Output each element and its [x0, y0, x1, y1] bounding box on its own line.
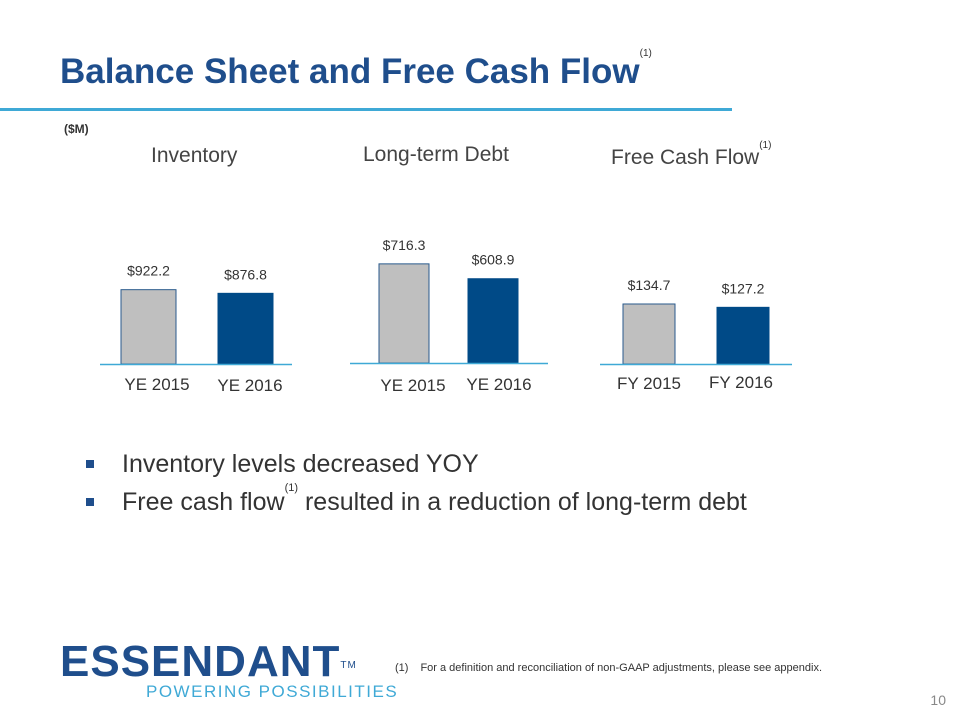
bullet-item: Free cash flow(1) resulted in a reductio… — [86, 482, 747, 524]
bar-ye-2016 — [217, 292, 274, 365]
bullet-footnote-ref: (1) — [284, 482, 299, 494]
bar-chart-0: $922.2 YE 2015 $876.8 YE 2016 — [100, 263, 292, 395]
chart-title-long-term-debt: Long-term Debt — [363, 143, 509, 167]
bar-value-label: $876.8 — [224, 266, 267, 282]
bullet-item: Inventory levels decreased YOY — [86, 448, 747, 486]
logo-trademark: TM — [340, 660, 357, 671]
bar-value-label: $608.9 — [472, 252, 515, 268]
bar-ye-2015 — [120, 289, 177, 365]
category-label: FY 2016 — [709, 373, 773, 392]
bar-chart-2: $134.7 FY 2015 $127.2 FY 2016 — [600, 277, 792, 393]
bar-chart-1: $716.3 YE 2015 $608.9 YE 2016 — [350, 237, 548, 395]
category-label: FY 2015 — [617, 374, 681, 393]
bullet-square-icon — [86, 460, 94, 468]
chart-title-inventory: Inventory — [151, 144, 237, 168]
bullet-list: Inventory levels decreased YOY Free cash… — [86, 448, 747, 524]
category-label: YE 2015 — [380, 376, 445, 395]
bar-value-label: $134.7 — [628, 277, 671, 293]
bar-ye-2015 — [378, 263, 430, 364]
bar-ye-2016 — [467, 278, 519, 364]
slide-title: Balance Sheet and Free Cash Flow(1) — [60, 48, 652, 92]
chart-title-free-cash-flow-footnote-ref: (1) — [759, 140, 772, 151]
units-label: ($M) — [64, 122, 89, 136]
footnote: (1) For a definition and reconciliation o… — [395, 662, 822, 674]
bar-value-label: $127.2 — [722, 280, 765, 296]
bar-fy-2015 — [622, 303, 676, 365]
company-logo: ESSENDANTTM POWERING POSSIBILITIES — [60, 640, 398, 702]
title-underline — [0, 108, 732, 111]
bar-fy-2016 — [716, 306, 770, 365]
slide-title-text: Balance Sheet and Free Cash Flow — [60, 52, 640, 91]
bar-value-label: $716.3 — [383, 237, 426, 253]
footnote-text: For a definition and reconciliation of n… — [420, 662, 822, 674]
category-label: YE 2016 — [466, 375, 531, 394]
chart-title-long-term-debt-text: Long-term Debt — [363, 143, 509, 166]
bar-value-label: $922.2 — [127, 263, 170, 279]
bullet-square-icon — [86, 498, 94, 506]
footnote-number: (1) — [395, 662, 409, 674]
chart-title-free-cash-flow-text: Free Cash Flow — [611, 146, 760, 169]
bullet-text-continued: resulted in a reduction of long-term deb… — [298, 488, 747, 516]
category-label: YE 2016 — [217, 376, 282, 395]
page-number: 10 — [930, 692, 946, 708]
slide-title-footnote-ref: (1) — [639, 48, 652, 59]
bullet-text: Inventory levels decreased YOY — [122, 450, 479, 478]
chart-title-free-cash-flow: Free Cash Flow(1) — [611, 140, 771, 170]
logo-wordmark-text: ESSENDANT — [60, 637, 341, 686]
logo-tagline: POWERING POSSIBILITIES — [146, 682, 399, 701]
logo-wordmark: ESSENDANTTM — [60, 640, 398, 684]
bullet-text: Free cash flow — [122, 488, 285, 516]
category-label: YE 2015 — [124, 375, 189, 394]
chart-title-inventory-text: Inventory — [151, 144, 238, 167]
